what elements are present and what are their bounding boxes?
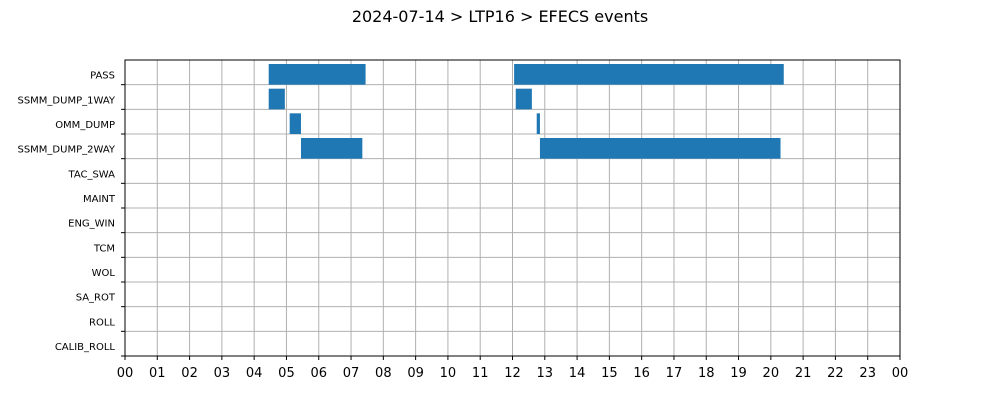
x-tick-label: 13 [537,366,554,381]
y-tick-label: PASS [90,71,115,82]
x-tick-label: 19 [730,366,747,381]
x-tick-label: 22 [827,366,844,381]
y-tick-label: TCM [93,243,115,254]
x-tick-label: 00 [892,366,909,381]
x-tick-label: 08 [375,366,392,381]
x-tick-label: 01 [149,366,166,381]
y-tick-label: SA_ROT [76,293,116,304]
x-tick-label: 21 [795,366,812,381]
x-tick-label: 05 [278,366,295,381]
x-tick-label: 11 [472,366,489,381]
y-tick-label: SSMM_DUMP_1WAY [17,95,115,106]
x-tick-label: 00 [117,366,134,381]
x-tick-label: 15 [601,366,618,381]
x-tick-label: 17 [666,366,683,381]
x-tick-label: 03 [214,366,231,381]
event-bar-ssmm-dump-1way [268,88,285,110]
y-tick-label: ROLL [89,317,115,328]
x-tick-label: 04 [246,366,263,381]
event-bars [268,64,784,159]
x-tick-label: 14 [569,366,586,381]
plot-frame [124,59,901,357]
y-tick-label: SSMM_DUMP_2WAY [17,145,115,156]
event-bar-ssmm-dump-2way [300,138,363,159]
x-tick-label: 10 [440,366,457,381]
y-tick-label: WOL [92,268,116,279]
axes: PASS SSMM_DUMP_1WAY OMM_DUMP SSMM_DUMP_2WAY… [17,71,908,381]
x-tick-label: 12 [504,366,521,381]
x-tick-label: 20 [763,366,780,381]
chart-title: 2024-07-14 > LTP16 > EFECS events [352,7,648,26]
x-tick-label: 18 [698,366,715,381]
y-tick-label: TAC_SWA [67,169,115,180]
event-bar-ssmm-dump-2way [539,138,781,159]
event-bar-pass [514,64,784,85]
y-tick-label: OMM_DUMP [55,120,115,131]
grid-lines [124,60,901,357]
event-bar-omm-dump [289,113,301,134]
x-tick-label: 16 [633,366,650,381]
x-tick-label: 06 [310,366,327,381]
event-bar-omm-dump [536,113,540,134]
x-tick-label: 02 [181,366,198,381]
event-bar-ssmm-dump-1way [515,88,532,110]
y-tick-label: CALIB_ROLL [55,342,116,353]
x-tick-label: 23 [859,366,876,381]
x-tick-label: 07 [343,366,360,381]
y-tick-label: ENG_WIN [68,219,115,230]
x-tick-label: 09 [407,366,424,381]
y-tick-label: MAINT [83,194,116,205]
event-bar-pass [268,64,366,85]
